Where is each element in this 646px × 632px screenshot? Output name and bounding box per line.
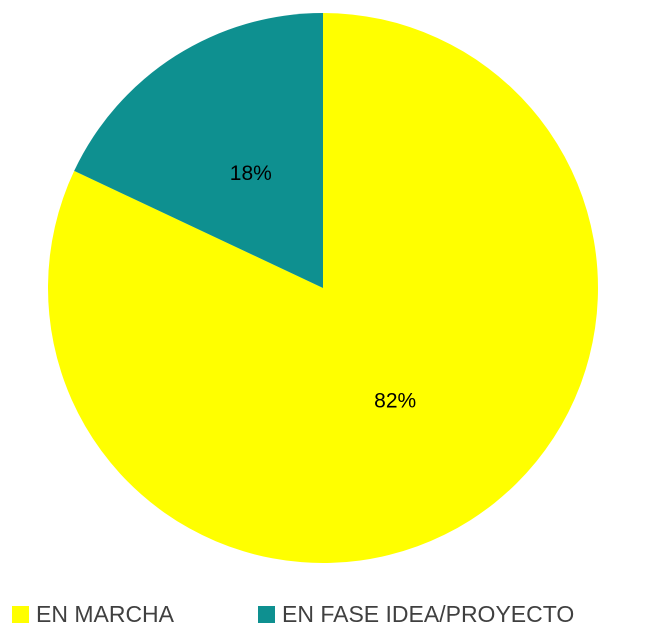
pie-slice [74, 13, 323, 288]
legend-label: EN FASE IDEA/PROYECTO [282, 601, 574, 627]
legend-swatch [12, 606, 29, 623]
legend-swatch [258, 606, 275, 623]
data-label: 18% [230, 162, 272, 185]
legend-label: EN MARCHA [36, 601, 175, 627]
data-label: 82% [374, 389, 416, 412]
